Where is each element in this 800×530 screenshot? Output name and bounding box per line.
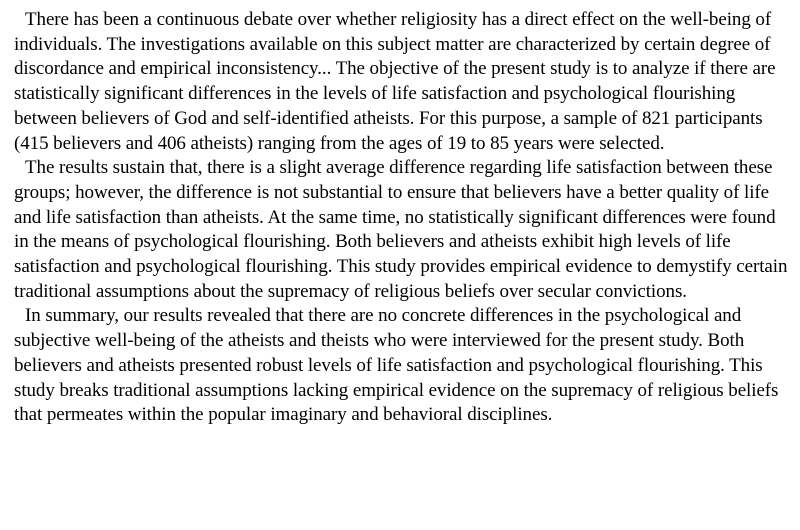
paragraph-1: There has been a continuous debate over … [14,9,776,154]
paragraph-3: In summary, our results revealed that th… [14,305,779,426]
paragraph-2: The results sustain that, there is a sli… [14,157,788,302]
